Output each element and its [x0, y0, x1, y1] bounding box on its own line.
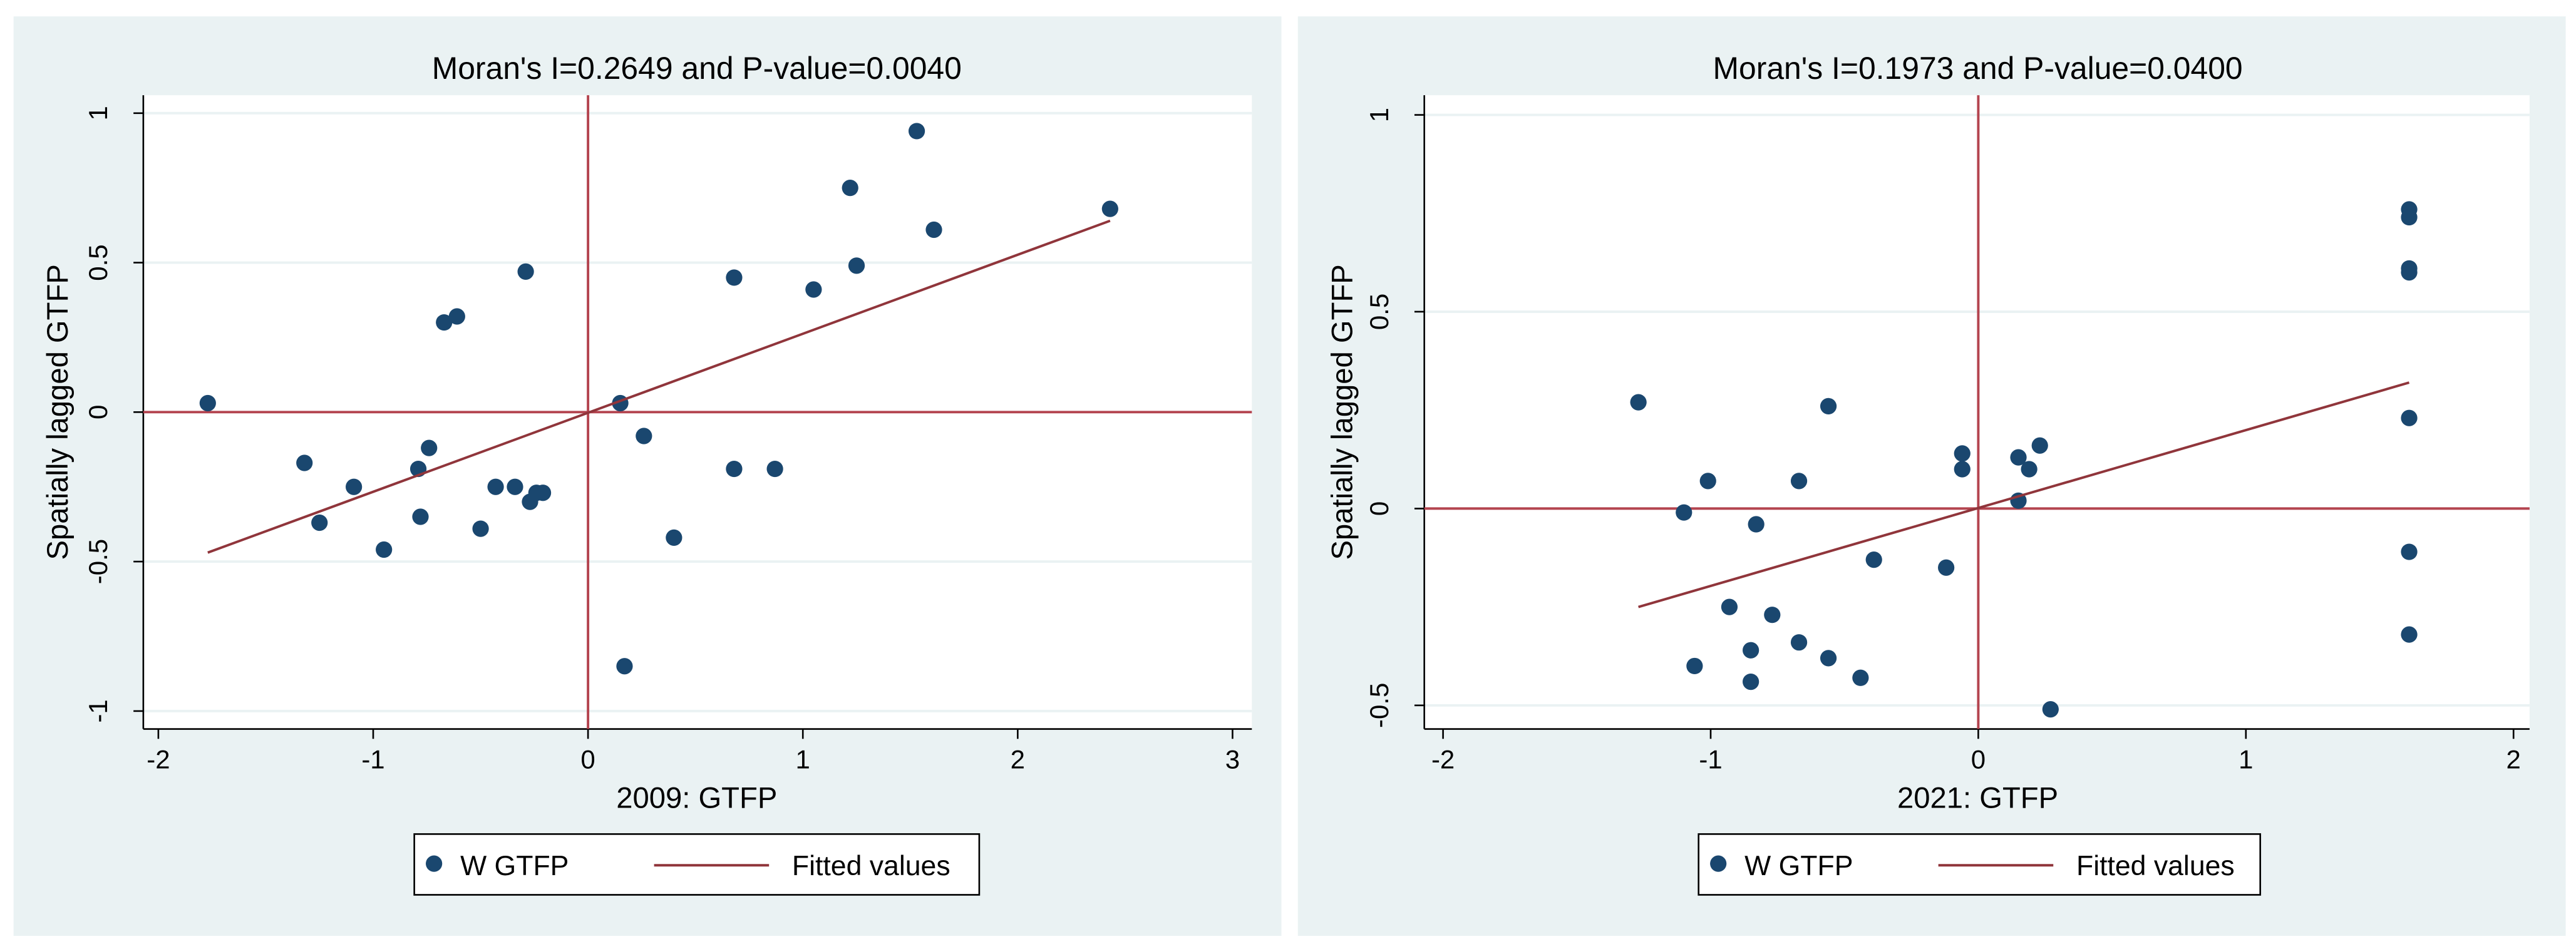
legend-marker	[1710, 855, 1727, 872]
point	[346, 478, 363, 495]
x-tick-label: 0	[1971, 744, 1986, 774]
legend-label: Fitted values	[2076, 851, 2235, 881]
legend-label: Fitted values	[792, 851, 951, 881]
point	[726, 269, 743, 286]
point	[1954, 445, 1971, 462]
y-tick-label: 0.5	[83, 244, 113, 280]
chart-title: Moran's I=0.1973 and P-value=0.0400	[1713, 51, 2243, 86]
point	[766, 460, 783, 478]
point	[517, 263, 534, 280]
point	[472, 520, 489, 537]
point	[487, 478, 504, 495]
point	[842, 180, 858, 197]
y-tick-label: 0.5	[1364, 294, 1394, 330]
point	[1764, 607, 1781, 623]
point	[412, 508, 429, 525]
point	[1699, 473, 1716, 490]
x-tick-label: 1	[796, 744, 810, 774]
point	[2401, 626, 2418, 643]
y-tick-label: 1	[83, 106, 113, 120]
point	[534, 485, 552, 501]
point	[1743, 673, 1759, 690]
x-tick-label: 2	[1011, 744, 1025, 774]
point	[1748, 516, 1765, 533]
point	[2401, 264, 2418, 281]
x-tick-label: -1	[361, 744, 384, 774]
y-tick-label: 0	[1364, 501, 1394, 516]
y-tick-label: -0.5	[83, 539, 113, 584]
point	[1820, 398, 1837, 415]
point	[805, 281, 822, 298]
point	[2031, 437, 2048, 454]
y-tick-label: -0.5	[1364, 683, 1394, 728]
point	[2401, 208, 2418, 226]
point	[726, 460, 743, 478]
x-tick-label: -2	[1431, 744, 1455, 774]
point	[1790, 473, 1808, 490]
legend-marker	[426, 855, 443, 872]
y-axis-label: Spatially lagged GTFP	[1326, 264, 1359, 560]
legend-label: W GTFP	[460, 851, 569, 881]
point	[421, 439, 438, 456]
point	[376, 541, 393, 558]
y-tick-label: 0	[83, 405, 113, 419]
point	[507, 478, 523, 495]
point	[436, 314, 453, 331]
point	[1938, 559, 1955, 576]
x-tick-label: 1	[2239, 744, 2253, 774]
chart-title: Moran's I=0.2649 and P-value=0.0040	[432, 51, 962, 86]
point	[2401, 543, 2418, 560]
point	[2042, 700, 2059, 718]
fitted-line	[207, 219, 1111, 554]
point	[2021, 461, 2038, 478]
x-tick-label: -2	[147, 744, 170, 774]
x-tick-label: 2	[2506, 744, 2521, 774]
point	[925, 221, 942, 239]
fitted-line	[1638, 381, 2410, 608]
x-tick-label: 3	[1225, 744, 1240, 774]
point	[908, 123, 925, 140]
point	[1865, 551, 1882, 568]
point	[1630, 394, 1647, 411]
x-tick-label: 0	[580, 744, 595, 774]
y-tick-label: 1	[1364, 108, 1394, 122]
point	[1790, 634, 1808, 651]
point	[636, 428, 652, 444]
point	[448, 308, 465, 325]
point	[1101, 200, 1118, 217]
point	[666, 529, 683, 546]
x-axis-label: 2021: GTFP	[1897, 781, 2058, 814]
plot-area	[1424, 95, 2530, 729]
point	[1954, 461, 1971, 478]
point	[1820, 650, 1837, 667]
point	[848, 257, 865, 274]
point	[2010, 449, 2027, 466]
point	[1721, 598, 1738, 615]
x-tick-label: -1	[1699, 744, 1722, 774]
point	[199, 394, 216, 412]
point	[1676, 504, 1692, 521]
point	[1743, 642, 1759, 659]
x-axis-label: 2009: GTFP	[616, 781, 777, 814]
y-axis-label: Spatially lagged GTFP	[41, 264, 75, 560]
legend-label: W GTFP	[1744, 851, 1853, 881]
point	[311, 514, 328, 531]
point	[1852, 669, 1869, 686]
point	[2401, 409, 2418, 426]
point	[1686, 657, 1703, 675]
point	[296, 454, 313, 471]
point	[616, 658, 633, 675]
y-tick-label: -1	[83, 699, 113, 722]
